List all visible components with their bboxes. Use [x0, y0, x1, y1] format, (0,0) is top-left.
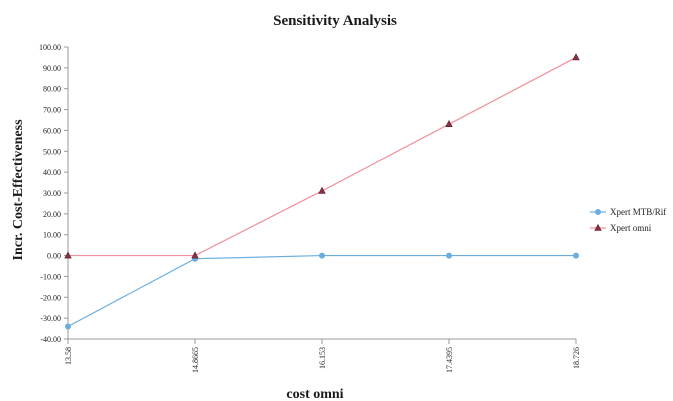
axes: 100.00 90.00 80.00 70.00 60.00 50.00 40.00 30.0… [39, 43, 581, 373]
data-point [573, 252, 579, 259]
data-point [572, 53, 580, 61]
data-point [445, 120, 453, 127]
y-tick-label: 100.00 [39, 43, 61, 52]
y-tick-label: 60.00 [43, 126, 61, 135]
series-line-1 [68, 56, 577, 257]
data-point [319, 252, 325, 259]
y-tick-label: 30.00 [43, 189, 61, 198]
y-tick-label: 50.00 [43, 147, 61, 156]
legend-marker [595, 209, 601, 215]
y-tick-label: 80.00 [43, 85, 61, 94]
data-point [446, 252, 452, 259]
legend-label: Xpert MTB/Rif [610, 207, 666, 217]
y-tick-label: -20.00 [40, 293, 61, 302]
data-point [318, 186, 326, 194]
y-tick-label: 0.00 [47, 252, 61, 261]
x-tick-label: 17.4395 [445, 347, 454, 373]
data-point [191, 251, 199, 259]
series-line-0 [67, 254, 576, 328]
legend-label: Xpert omni [610, 223, 652, 233]
data-point [65, 323, 71, 330]
y-tick-label: 20.00 [43, 210, 61, 219]
x-tick-label: 13.58 [64, 347, 73, 365]
x-axis-title: cost omni [286, 387, 343, 401]
chart-title: Sensitivity Analysis [273, 13, 397, 29]
y-tick-label: -10.00 [40, 272, 61, 281]
y-tick-label: 70.00 [43, 106, 61, 115]
data-point [64, 251, 72, 259]
legend-marker [594, 223, 602, 231]
y-tick-label: -30.00 [40, 314, 61, 323]
y-axis-title: Incr. Cost-Effectiveness [11, 119, 26, 261]
x-tick-label: 16.153 [318, 347, 327, 369]
legend: Xpert MTB/Rif Xpert omni [590, 207, 666, 233]
y-tick-label: 90.00 [43, 64, 61, 73]
x-tick-label: 14.8665 [191, 347, 200, 373]
y-tick-label: 40.00 [43, 168, 61, 177]
y-tick-label: -40.00 [40, 335, 61, 344]
x-tick-label: 18.726 [572, 347, 581, 369]
series-layer [64, 53, 580, 330]
y-tick-label: 10.00 [43, 231, 61, 240]
